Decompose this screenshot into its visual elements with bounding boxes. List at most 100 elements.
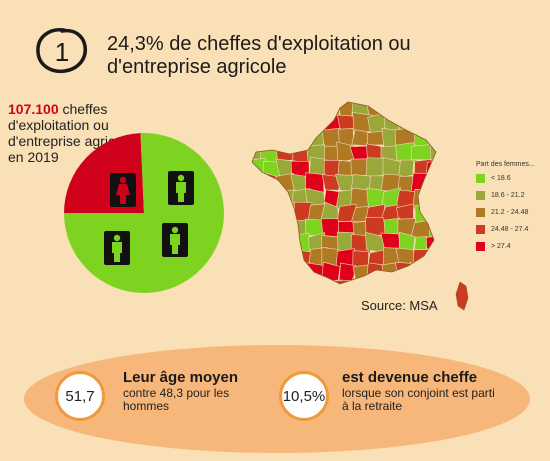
man-icon (104, 231, 130, 265)
legend-item: 24.48 - 27.4 (476, 222, 548, 237)
department-region (275, 250, 295, 268)
department-region (261, 102, 282, 119)
department-region (290, 102, 311, 118)
department-region (410, 144, 433, 161)
corsica (455, 281, 469, 311)
department-region (429, 142, 436, 162)
department-region (275, 112, 297, 133)
department-region (426, 248, 436, 270)
department-region (290, 232, 312, 254)
legend-swatch (476, 242, 485, 251)
department-region (425, 187, 436, 210)
department-region (335, 279, 356, 284)
badge-number: 1 (55, 37, 69, 67)
department-region (426, 113, 436, 133)
department-region (425, 102, 436, 115)
department-region (398, 279, 416, 284)
department-region (398, 231, 416, 254)
title-line-1: 24,3% de cheffes d'exploitation ou (107, 33, 411, 55)
department-region (262, 279, 282, 284)
department-region (351, 129, 370, 147)
department-region (289, 249, 312, 270)
department-region (259, 128, 280, 149)
department-region (259, 189, 280, 210)
woman-icon (110, 173, 136, 207)
legend-label: < 18.6 (491, 175, 511, 182)
department-region (305, 102, 325, 120)
department-region (395, 261, 417, 284)
department-region (275, 142, 295, 162)
legend-title: Part des femmes... (476, 161, 535, 168)
count-number: 107.100 (8, 101, 59, 117)
legend-swatch (476, 191, 485, 200)
department-region (410, 102, 432, 119)
retirement-headline: est devenue cheffe (342, 369, 478, 386)
department-region (428, 128, 436, 147)
department-region (425, 160, 436, 179)
department-region (252, 265, 266, 283)
legend-item: < 18.6 (476, 171, 548, 186)
page-title: 24,3% de cheffes d'exploitation ou d'ent… (107, 33, 527, 79)
department-region (410, 172, 433, 194)
department-region (252, 102, 266, 120)
department-region (412, 249, 430, 268)
retirement-value: 10,5% (282, 387, 326, 405)
department-region (409, 262, 433, 283)
department-region (321, 279, 343, 284)
legend-item: 21.2 - 24.48 (476, 205, 548, 220)
department-region (426, 266, 436, 282)
department-region (259, 233, 279, 254)
department-region (323, 145, 339, 163)
department-region (426, 175, 436, 193)
department-region (261, 221, 280, 240)
department-region (252, 218, 267, 239)
department-region (252, 280, 268, 284)
department-region (425, 279, 436, 284)
department-region (252, 206, 268, 225)
department-region (290, 277, 312, 284)
legend-swatch (476, 208, 485, 217)
legend-item: > 27.4 (476, 239, 548, 254)
man-icon (162, 223, 188, 257)
department-region (276, 217, 298, 237)
department-region (321, 174, 342, 191)
department-region (261, 112, 282, 131)
legend-swatch (476, 174, 485, 183)
department-region (252, 173, 265, 194)
department-region (306, 111, 326, 133)
legend-item: 18.6 - 21.2 (476, 188, 548, 203)
department-region (352, 264, 370, 280)
department-region (429, 218, 436, 240)
legend-label: > 27.4 (491, 243, 511, 250)
department-region (290, 113, 310, 135)
department-region (305, 278, 327, 284)
legend-swatch (476, 225, 485, 234)
department-region (252, 114, 264, 132)
department-region (398, 159, 415, 179)
department-region (252, 191, 267, 210)
title-line-2: d'entreprise agricole (107, 56, 287, 78)
age-headline: Leur âge moyen (123, 369, 239, 386)
department-region (426, 202, 436, 225)
retirement-detail: lorsque son conjoint est parti à la retr… (342, 386, 495, 413)
department-region (414, 202, 433, 225)
department-region (276, 265, 297, 284)
source-note: Source: MSA (361, 298, 438, 313)
department-region (366, 262, 384, 283)
department-region (412, 278, 431, 284)
department-region (252, 248, 267, 267)
department-region (350, 277, 371, 284)
department-region (290, 262, 312, 282)
map-legend: Part des femmes... < 18.6 18.6 - 21.2 21.2… (476, 160, 548, 254)
department-region (426, 235, 436, 253)
man-icon (168, 171, 194, 205)
age-detail: contre 48,3 pour les hommes (123, 386, 230, 413)
legend-label: 18.6 - 21.2 (491, 192, 525, 199)
department-region (367, 280, 385, 284)
number-badge: 1 (36, 28, 87, 74)
department-region (262, 202, 282, 223)
department-region (380, 277, 399, 284)
department-region (379, 102, 400, 119)
department-region (394, 102, 416, 120)
department-region (275, 102, 298, 120)
